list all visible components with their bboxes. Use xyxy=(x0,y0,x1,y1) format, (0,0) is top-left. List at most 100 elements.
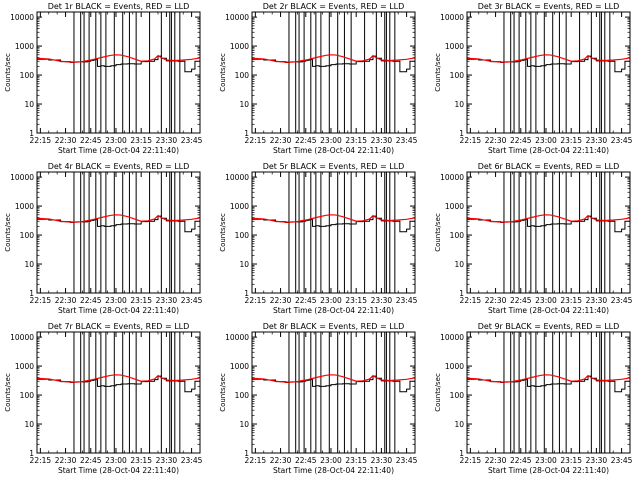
x-tick-label: 23:00 xyxy=(105,456,127,465)
panel-title: Det 5r BLACK = Events, RED = LLD xyxy=(263,162,405,171)
y-tick-label: 10 xyxy=(239,100,249,109)
y-tick-label: 100 xyxy=(235,231,250,240)
x-axis-label: Start Time (28-Oct-04 22:11:40) xyxy=(488,466,609,475)
x-tick-label: 22:15 xyxy=(245,136,267,145)
panel-title: Det 9r BLACK = Events, RED = LLD xyxy=(478,322,620,331)
y-tick-label: 100 xyxy=(450,231,465,240)
y-tick-label: 10000 xyxy=(225,173,249,182)
y-tick-label: 10000 xyxy=(10,13,34,22)
x-tick-label: 23:15 xyxy=(560,296,582,305)
panel-det-2: Det 2r BLACK = Events, RED = LLD Counts/s… xyxy=(219,2,418,155)
y-tick-label: 10 xyxy=(24,100,34,109)
x-tick-label: 23:15 xyxy=(345,136,367,145)
x-tick-label: 23:45 xyxy=(396,456,418,465)
x-axis-label: Start Time (28-Oct-04 22:11:40) xyxy=(58,146,179,155)
panel-title: Det 3r BLACK = Events, RED = LLD xyxy=(478,2,620,11)
x-tick-label: 22:45 xyxy=(295,136,317,145)
x-tick-label: 22:30 xyxy=(55,456,77,465)
plot-frame xyxy=(36,171,201,294)
plot-data xyxy=(467,12,630,133)
x-tick-label: 23:15 xyxy=(130,296,152,305)
x-tick-label: 23:00 xyxy=(105,296,127,305)
lld-series-line xyxy=(467,214,630,223)
plot-data xyxy=(37,332,200,453)
y-tick-label: 10 xyxy=(454,420,464,429)
y-tick-label: 10000 xyxy=(440,173,464,182)
x-tick-label: 22:30 xyxy=(485,136,507,145)
lld-series-line xyxy=(252,214,415,223)
plot-frame xyxy=(251,171,416,294)
y-tick-label: 1000 xyxy=(15,202,34,211)
plot-frame xyxy=(466,171,631,294)
y-tick-label: 10 xyxy=(454,260,464,269)
x-tick-label: 22:45 xyxy=(80,136,102,145)
lld-series-line xyxy=(252,54,415,63)
x-tick-label: 22:15 xyxy=(460,136,482,145)
y-tick-label: 100 xyxy=(235,71,250,80)
x-tick-label: 22:30 xyxy=(55,296,77,305)
x-tick-label: 22:45 xyxy=(80,456,102,465)
x-tick-label: 23:00 xyxy=(320,136,342,145)
panel-det-8: Det 8r BLACK = Events, RED = LLD Counts/s… xyxy=(219,322,418,475)
x-tick-label: 23:30 xyxy=(371,136,393,145)
x-tick-label: 23:15 xyxy=(345,456,367,465)
x-tick-label: 23:30 xyxy=(586,136,608,145)
y-tick-label: 1000 xyxy=(230,42,249,51)
x-tick-label: 23:30 xyxy=(156,296,178,305)
plot-frame xyxy=(466,331,631,454)
panel-title: Det 1r BLACK = Events, RED = LLD xyxy=(48,2,190,11)
y-tick-label: 100 xyxy=(20,71,35,80)
y-tick-label: 1000 xyxy=(445,362,464,371)
x-tick-label: 23:15 xyxy=(130,456,152,465)
y-tick-label: 1000 xyxy=(445,42,464,51)
y-tick-label: 1000 xyxy=(445,202,464,211)
y-tick-label: 1 xyxy=(244,449,249,458)
x-tick-label: 22:15 xyxy=(460,456,482,465)
plot-data xyxy=(37,12,200,133)
y-tick-label: 10000 xyxy=(440,13,464,22)
x-tick-label: 22:45 xyxy=(295,296,317,305)
x-tick-label: 23:45 xyxy=(611,296,633,305)
x-tick-label: 22:15 xyxy=(245,296,267,305)
plot-frame xyxy=(36,331,201,454)
x-tick-label: 23:45 xyxy=(396,136,418,145)
y-tick-label: 1000 xyxy=(230,202,249,211)
plot-frame xyxy=(36,11,201,134)
y-tick-label: 100 xyxy=(450,71,465,80)
panel-title: Det 8r BLACK = Events, RED = LLD xyxy=(263,322,405,331)
x-tick-label: 23:30 xyxy=(586,296,608,305)
panel-grid: Det 1r BLACK = Events, RED = LLD Counts/s… xyxy=(4,2,633,475)
y-tick-label: 1 xyxy=(244,129,249,138)
y-axis-label: Counts/sec xyxy=(219,53,227,92)
x-tick-label: 23:45 xyxy=(396,296,418,305)
x-tick-label: 23:15 xyxy=(560,456,582,465)
y-axis-label: Counts/sec xyxy=(434,373,442,412)
lld-series-line xyxy=(37,54,200,63)
x-tick-label: 23:00 xyxy=(535,456,557,465)
lld-series-line xyxy=(467,54,630,63)
y-tick-label: 1 xyxy=(29,289,34,298)
y-tick-label: 1000 xyxy=(15,362,34,371)
y-tick-label: 10000 xyxy=(10,173,34,182)
y-tick-label: 10 xyxy=(239,260,249,269)
panel-det-9: Det 9r BLACK = Events, RED = LLD Counts/s… xyxy=(434,322,633,475)
y-tick-label: 1000 xyxy=(230,362,249,371)
x-tick-label: 23:15 xyxy=(130,136,152,145)
y-tick-label: 10000 xyxy=(10,333,34,342)
y-axis-label: Counts/sec xyxy=(4,373,12,412)
y-axis-label: Counts/sec xyxy=(434,213,442,252)
x-tick-label: 23:00 xyxy=(105,136,127,145)
x-tick-label: 22:30 xyxy=(485,456,507,465)
x-tick-label: 23:30 xyxy=(371,296,393,305)
x-axis-label: Start Time (28-Oct-04 22:11:40) xyxy=(58,466,179,475)
y-tick-label: 10 xyxy=(454,100,464,109)
x-tick-label: 23:15 xyxy=(345,296,367,305)
x-tick-label: 22:15 xyxy=(30,136,52,145)
panel-det-3: Det 3r BLACK = Events, RED = LLD Counts/s… xyxy=(434,2,633,155)
x-axis-label: Start Time (28-Oct-04 22:11:40) xyxy=(488,146,609,155)
x-tick-label: 23:00 xyxy=(535,296,557,305)
y-tick-label: 1 xyxy=(459,449,464,458)
y-tick-label: 10 xyxy=(24,420,34,429)
y-tick-label: 10000 xyxy=(225,13,249,22)
